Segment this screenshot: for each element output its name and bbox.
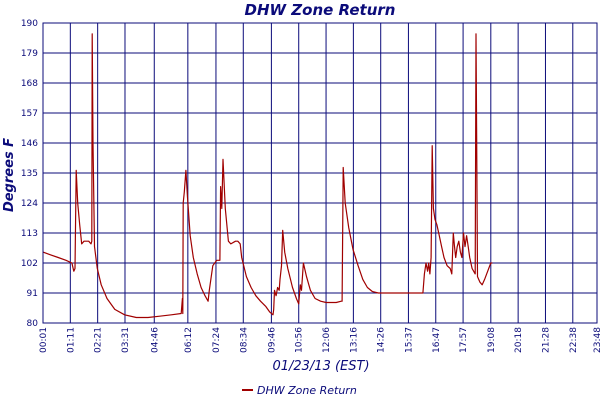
x-tick-label: 22:38 <box>569 327 579 353</box>
chart-title: DHW Zone Return <box>245 1 396 19</box>
plot-frame <box>42 22 598 324</box>
series-line <box>42 33 493 319</box>
x-tick-label: 10:56 <box>295 327 305 353</box>
x-tick-label: 23:48 <box>593 327 600 353</box>
x-axis-ticks: 00:01 01:11 02:21 03:31 04:46 06:12 07:24 08:34… <box>39 327 600 353</box>
x-tick-label: 12:06 <box>322 327 332 353</box>
x-tick-label: 01:11 <box>66 327 76 353</box>
x-tick-label: 15:37 <box>404 327 414 353</box>
x-tick-label: 00:01 <box>39 327 49 353</box>
y-axis-ticks: 80 91 102 113 124 135 146 157 168 179 190 <box>21 19 38 329</box>
y-tick-label: 91 <box>27 289 38 299</box>
x-axis-title: 01/23/13 (EST) <box>272 359 369 374</box>
x-tick-label: 03:31 <box>121 327 131 353</box>
y-tick-label: 113 <box>21 229 38 239</box>
x-tick-label: 06:12 <box>184 327 194 353</box>
x-tick-label: 08:34 <box>239 327 249 353</box>
y-tick-label: 102 <box>21 259 38 269</box>
y-tick-label: 124 <box>21 199 38 209</box>
x-tick-label: 04:46 <box>150 327 160 353</box>
y-tick-label: 168 <box>21 79 38 89</box>
x-tick-label: 20:18 <box>514 327 524 353</box>
y-tick-label: 190 <box>21 19 38 29</box>
legend: DHW Zone Return <box>242 384 357 397</box>
legend-label: DHW Zone Return <box>257 384 357 397</box>
x-tick-label: 19:08 <box>487 327 497 353</box>
x-tick-label: 16:47 <box>432 327 442 353</box>
y-tick-label: 179 <box>21 49 38 59</box>
y-tick-label: 146 <box>21 139 38 149</box>
x-tick-label: 13:16 <box>349 327 359 353</box>
x-tick-label: 02:21 <box>94 327 104 353</box>
x-tick-label: 21:28 <box>541 327 551 353</box>
x-tick-label: 09:46 <box>267 327 277 353</box>
x-tick-label: 17:57 <box>459 327 469 353</box>
x-tick-label: 07:24 <box>212 327 222 353</box>
y-axis-title: Degrees F <box>2 138 17 212</box>
y-tick-label: 80 <box>27 319 39 329</box>
grid <box>42 22 598 324</box>
series-group <box>42 33 493 319</box>
x-tick-label: 14:26 <box>377 327 387 353</box>
y-tick-label: 135 <box>21 169 38 179</box>
y-tick-label: 157 <box>21 109 38 119</box>
